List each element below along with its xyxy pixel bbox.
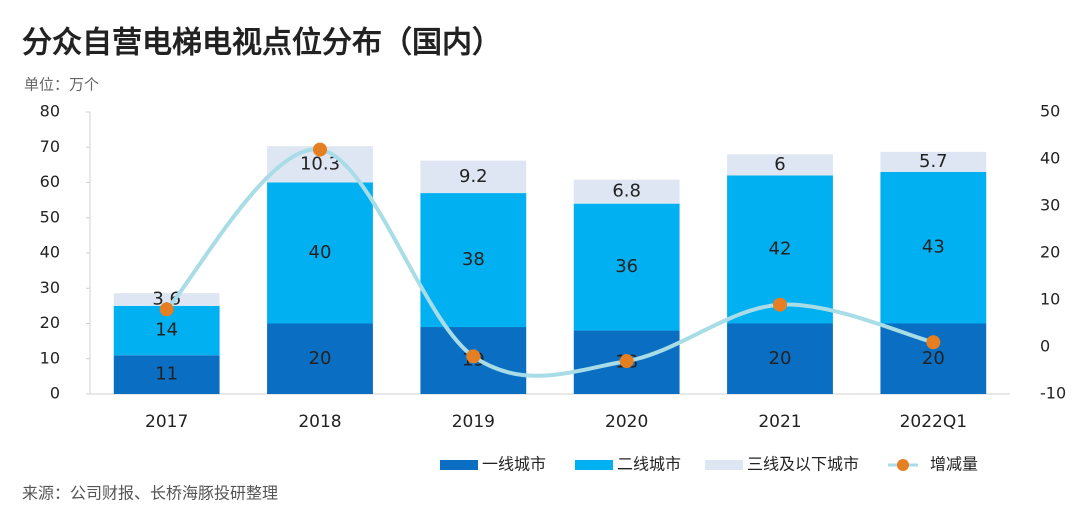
bar-segment bbox=[113, 293, 220, 306]
data-label: 20 bbox=[309, 348, 332, 369]
x-tick-label: 2017 bbox=[145, 412, 188, 432]
legend-label: 三线及以下城市 bbox=[747, 455, 859, 474]
data-label: 9.2 bbox=[459, 166, 488, 187]
y-tick-label: 50 bbox=[40, 207, 60, 226]
x-tick-label: 2021 bbox=[758, 412, 801, 432]
y2-tick-label: 40 bbox=[1040, 149, 1060, 168]
y-tick-label: 20 bbox=[40, 313, 60, 332]
y-tick-label: 30 bbox=[40, 278, 60, 297]
data-label: 40 bbox=[309, 242, 332, 263]
y-tick-label: 60 bbox=[40, 172, 60, 191]
x-tick-label: 2019 bbox=[452, 412, 495, 432]
data-label: 5.7 bbox=[919, 151, 948, 172]
y-tick-label: 70 bbox=[40, 137, 60, 156]
y2-tick-label: 10 bbox=[1040, 290, 1060, 309]
y2-tick-label: 20 bbox=[1040, 243, 1060, 262]
y-tick-label: 40 bbox=[40, 243, 60, 262]
legend-label: 二线城市 bbox=[617, 455, 681, 474]
legend-swatch bbox=[705, 460, 743, 470]
y2-tick-label: 30 bbox=[1040, 196, 1060, 215]
marker bbox=[773, 297, 787, 312]
data-label: 36 bbox=[615, 256, 638, 277]
bar-segment bbox=[880, 151, 987, 172]
bar-segment bbox=[727, 323, 833, 394]
data-label: 3.6 bbox=[152, 289, 181, 310]
y2-tick-label: 0 bbox=[1040, 337, 1050, 356]
data-label: 43 bbox=[922, 237, 945, 258]
bar-segment bbox=[880, 171, 987, 324]
y2-tick-label: 50 bbox=[1040, 102, 1060, 121]
source-note: 来源：公司财报、长桥海豚投研整理 bbox=[22, 484, 278, 503]
marker bbox=[159, 302, 174, 317]
bar-segment bbox=[880, 323, 987, 394]
data-label: 20 bbox=[769, 348, 792, 369]
bar-segment bbox=[420, 160, 527, 194]
bar-segment bbox=[573, 203, 680, 331]
bar-segment bbox=[267, 323, 373, 394]
data-label: 6.8 bbox=[612, 181, 641, 202]
marker bbox=[619, 354, 634, 369]
data-label: 6 bbox=[774, 154, 785, 175]
bar-segment bbox=[267, 182, 373, 324]
marker bbox=[926, 335, 941, 350]
data-label: 38 bbox=[462, 249, 485, 270]
bar-segment bbox=[727, 154, 833, 176]
legend-swatch bbox=[575, 460, 613, 470]
data-label: 10.3 bbox=[300, 153, 340, 174]
data-label: 20 bbox=[922, 348, 945, 369]
x-tick-label: 2022Q1 bbox=[900, 412, 967, 432]
bar-segment bbox=[573, 179, 680, 204]
legend-swatch bbox=[440, 460, 478, 470]
y-tick-label: 80 bbox=[40, 102, 60, 121]
x-tick-label: 2018 bbox=[298, 412, 341, 432]
legend-label: 增减量 bbox=[930, 455, 978, 474]
y2-tick-label: -10 bbox=[1040, 384, 1066, 403]
chart-title: 分众自营电梯电视点位分布（国内） bbox=[22, 26, 502, 61]
x-tick-label: 2020 bbox=[605, 412, 648, 432]
y-tick-label: 0 bbox=[50, 384, 60, 403]
y-tick-label: 10 bbox=[40, 348, 60, 367]
legend-label: 一线城市 bbox=[482, 455, 546, 474]
data-label: 42 bbox=[769, 238, 792, 259]
marker bbox=[313, 142, 327, 157]
legend-marker bbox=[897, 459, 909, 471]
data-label: 11 bbox=[155, 364, 178, 385]
data-label: 14 bbox=[155, 320, 178, 341]
bar-segment bbox=[113, 355, 220, 394]
bar-segment bbox=[420, 193, 527, 328]
unit-label: 单位：万个 bbox=[24, 76, 99, 94]
marker bbox=[466, 349, 481, 364]
